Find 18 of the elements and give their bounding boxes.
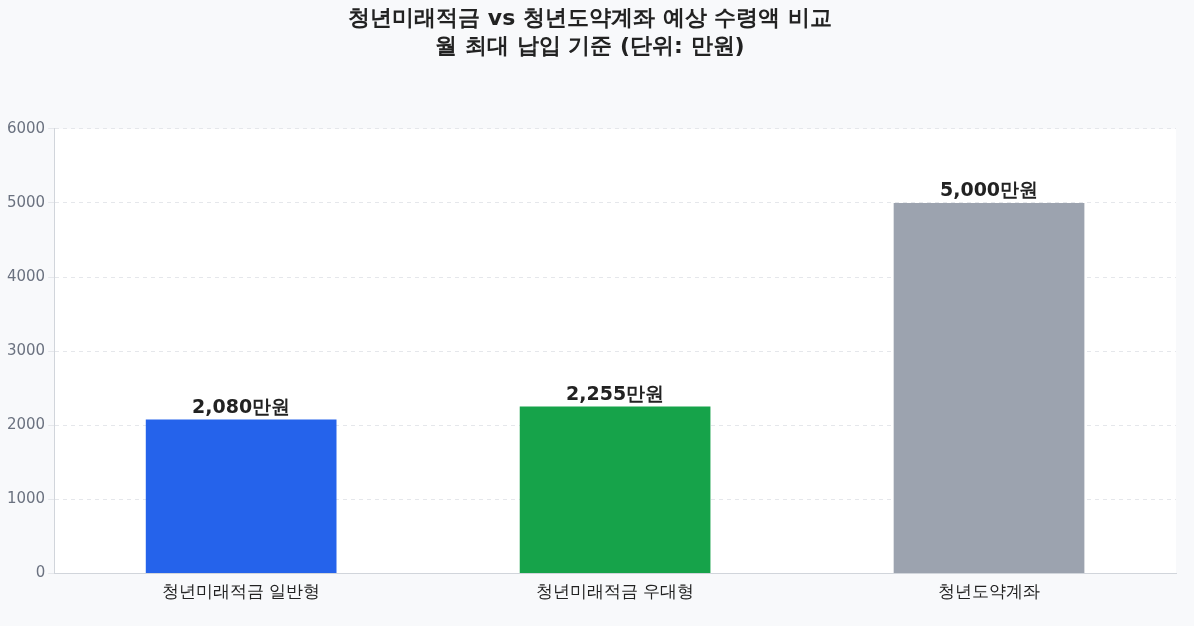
chart-subtitle: 월 최대 납입 기준 (단위: 만원)	[435, 33, 745, 59]
data-label: 2,255만원	[566, 381, 665, 404]
y-tick-label: 3000	[6, 341, 46, 360]
y-tick-label: 0	[35, 563, 46, 582]
bar	[145, 419, 337, 574]
x-tick-label: 청년도약계좌	[938, 581, 1041, 602]
bar	[893, 202, 1085, 574]
y-tick-label: 5000	[6, 192, 46, 211]
data-label: 5,000만원	[939, 178, 1039, 201]
y-tick-label: 1000	[6, 489, 46, 508]
y-tick-label: 6000	[6, 118, 46, 137]
x-tick-label: 청년미래적금 일반형	[161, 581, 321, 602]
bar	[519, 406, 711, 574]
x-tick-label: 청년미래적금 우대형	[535, 581, 695, 602]
y-tick-label: 4000	[6, 266, 46, 285]
y-tick-label: 2000	[6, 415, 46, 434]
data-label: 2,080만원	[192, 394, 291, 417]
chart-title: 청년미래적금 vs 청년도약계좌 예상 수령액 비교	[348, 4, 832, 30]
